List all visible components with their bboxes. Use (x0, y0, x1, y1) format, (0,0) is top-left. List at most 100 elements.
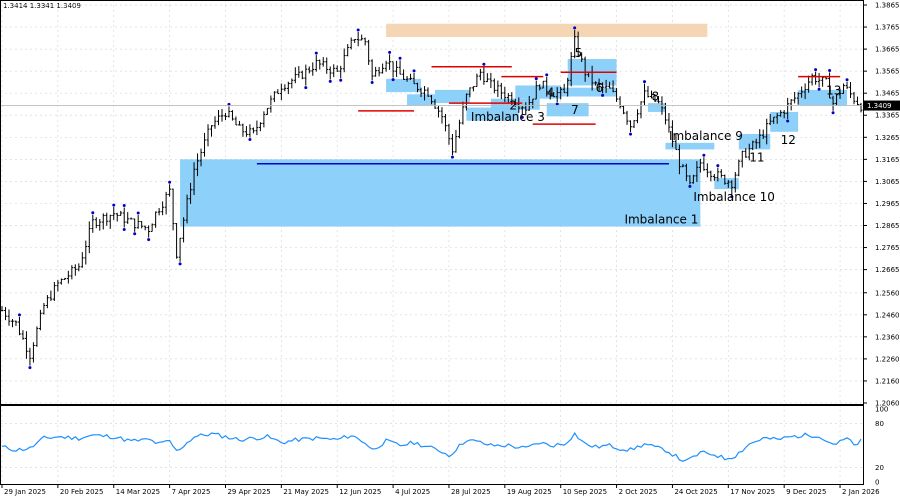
x-tick-label: 2 Jan 2026 (842, 488, 880, 496)
x-tick-label: 24 Oct 2025 (674, 488, 717, 496)
fractal-high-marker (828, 68, 832, 72)
ohlc-bars (0, 26, 863, 370)
y-tick-label: 1.3865 (875, 2, 900, 10)
y-tick-label: 1.2460 (875, 311, 900, 319)
x-tick-label: 20 Feb 2025 (60, 488, 104, 496)
fractal-high-marker (17, 313, 21, 317)
y-tick-label: 1.3765 (875, 24, 900, 32)
imbalance-zone (407, 94, 435, 106)
fractal-high-marker (534, 77, 538, 81)
x-tick-label: 4 Jul 2025 (395, 488, 430, 496)
fractal-high-marker (482, 62, 486, 66)
imbalance-zones (180, 23, 848, 227)
rsi-tick-label: 0 (875, 479, 879, 487)
rsi-tick-label: 20 (875, 464, 884, 472)
fractal-low-marker (122, 227, 126, 231)
rsi-panel-frame (0, 405, 864, 485)
chart-grid (0, 0, 863, 484)
zone-label: Imbalance 1 (624, 213, 698, 227)
current-price-tag (864, 100, 900, 111)
fractal-low-marker (147, 238, 151, 242)
zone-label: 11 (749, 150, 764, 164)
x-tick-label: 28 Jul 2025 (451, 488, 491, 496)
rsi-line (1, 431, 862, 462)
zone-label: Imbalance 3 (471, 110, 545, 124)
supply-zone (386, 23, 708, 37)
fractal-low-marker (555, 102, 559, 106)
fractal-low-marker (178, 262, 182, 266)
y-tick-label: 1.3365 (875, 112, 900, 120)
fractal-high-marker (643, 80, 647, 84)
fractal-high-marker (412, 69, 416, 73)
fractal-low-marker (339, 78, 343, 82)
fractal-low-marker (786, 119, 790, 123)
y-tick-label: 1.3665 (875, 46, 900, 54)
zone-label: 5 (575, 46, 583, 60)
fractal-low-marker (328, 79, 332, 83)
fractal-low-marker (629, 132, 633, 136)
fractal-low-marker (133, 232, 137, 236)
imbalance-zone (546, 103, 589, 117)
imbalance-zone (180, 159, 701, 227)
y-tick-label: 1.3165 (875, 156, 900, 164)
imbalance-zone (647, 103, 666, 112)
fractal-low-marker (370, 80, 374, 84)
fractal-high-marker (122, 204, 126, 208)
x-tick-label: 10 Sep 2025 (563, 488, 607, 496)
fractal-high-marker (314, 51, 318, 55)
chart-overlays: 1.3409 (0, 65, 900, 165)
fractal-high-marker (112, 203, 116, 207)
imbalance-zone (515, 85, 561, 99)
zone-label: 12 (781, 133, 796, 147)
rsi-panel: 100 80 20 0 (0, 406, 888, 487)
zone-label: 8 (651, 90, 659, 104)
x-tick-label: 17 Nov 2025 (730, 488, 775, 496)
zone-label: Imbalance 10 (693, 190, 775, 204)
fractal-high-marker (91, 211, 95, 215)
x-tick-label: 9 Dec 2025 (786, 488, 826, 496)
rsi-tick-label: 100 (875, 406, 888, 414)
fractal-low-marker (304, 86, 308, 90)
fractal-high-marker (702, 153, 706, 157)
x-tick-label: 12 Jun 2025 (339, 488, 381, 496)
fractal-high-marker (716, 164, 720, 168)
current-price-label: 1.3409 (867, 102, 892, 110)
ohlc-readout: 1.3414 1.3341 1.3409 (3, 2, 81, 10)
y-tick-label: 1.3265 (875, 134, 900, 142)
imbalance-zone (466, 107, 519, 121)
fractal-high-marker (136, 211, 140, 215)
y-tick-label: 1.2360 (875, 333, 900, 341)
fractal-high-marker (398, 56, 402, 60)
y-tick-label: 1.2060 (875, 400, 900, 408)
fractal-high-marker (845, 78, 849, 82)
imbalance-zone (560, 87, 617, 97)
x-tick-label: 29 Apr 2025 (227, 488, 270, 496)
y-tick-label: 1.2665 (875, 266, 900, 274)
fractal-low-marker (601, 93, 605, 97)
y-tick-label: 1.2160 (875, 377, 900, 385)
fractal-high-marker (545, 73, 549, 77)
y-tick-label: 1.2765 (875, 244, 900, 252)
zone-label: 7 (571, 103, 579, 117)
imbalance-zone (714, 178, 739, 190)
zone-label: 2 (509, 99, 517, 113)
x-tick-label: 21 May 2025 (283, 488, 329, 496)
fractal-low-marker (817, 87, 821, 91)
fractal-high-marker (168, 180, 172, 184)
rsi-tick-label: 80 (875, 420, 884, 428)
fractal-low-marker (831, 111, 835, 115)
fractal-low-marker (391, 78, 395, 82)
y-tick-label: 1.2260 (875, 355, 900, 363)
imbalance-zone (434, 89, 470, 104)
fractal-low-marker (688, 184, 692, 188)
imbalance-zone (665, 142, 715, 150)
fractal-low-marker (248, 137, 252, 141)
fractal-low-marker (28, 366, 32, 370)
y-tick-label: 1.2560 (875, 289, 900, 297)
zone-label: 13 (826, 83, 841, 97)
x-tick-label: 19 Aug 2025 (507, 488, 552, 496)
imbalance-zone (798, 89, 848, 106)
fractal-high-marker (573, 26, 577, 30)
zone-label: Imbalance 9 (669, 129, 743, 143)
